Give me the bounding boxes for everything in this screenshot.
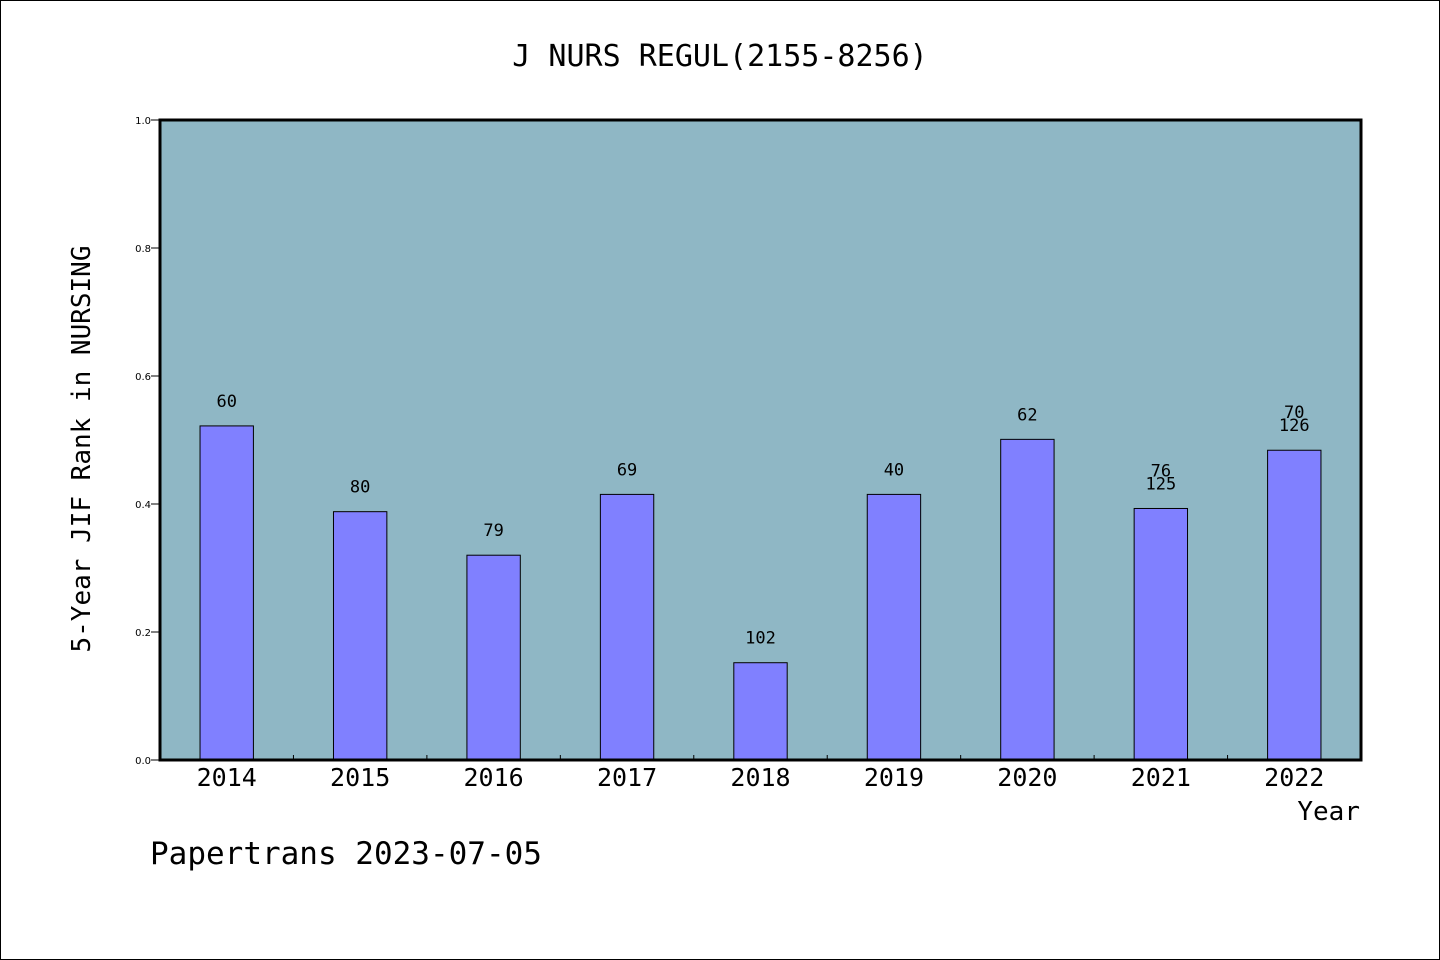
y-axis-label: 5-Year JIF Rank in NURSING — [67, 246, 97, 653]
y-tick-label: 0.0 — [135, 756, 151, 767]
x-tick-label-2020: 2020 — [997, 763, 1057, 792]
x-tick-label-2018: 2018 — [730, 763, 790, 792]
y-tick-label: 0.2 — [135, 628, 151, 639]
x-tick-label-2021: 2021 — [1131, 763, 1191, 792]
data-label-2021-2: 125 — [1145, 474, 1176, 494]
watermark-text: Papertrans 2023-07-05 — [150, 836, 542, 872]
x-tick-label-2016: 2016 — [464, 763, 524, 792]
data-label-2014: 60 — [216, 392, 236, 412]
x-axis: 2014 2015 2016 2017 2018 2019 2020 2021 2022 — [197, 755, 1324, 792]
bar-2020 — [1000, 438, 1055, 761]
bars-group — [199, 425, 1322, 761]
y-tick-label: 0.8 — [135, 244, 151, 255]
bar-2014 — [199, 425, 254, 761]
x-tick-label-2022: 2022 — [1264, 763, 1324, 792]
x-tick-label-2019: 2019 — [864, 763, 924, 792]
y-tick-label: 0.4 — [135, 500, 151, 511]
data-label-2019: 40 — [884, 460, 904, 480]
bar-2017 — [599, 493, 655, 761]
bar-2015 — [332, 511, 388, 761]
chart-title: J NURS REGUL(2155-8256) — [512, 39, 927, 74]
data-label-2020: 62 — [1017, 405, 1037, 425]
x-tick-label-2015: 2015 — [330, 763, 390, 792]
data-label-2015: 80 — [350, 478, 370, 498]
y-tick-label: 1.0 — [135, 116, 151, 127]
data-label-2016: 79 — [483, 521, 503, 541]
bar-2021 — [1133, 507, 1189, 761]
data-label-2018: 102 — [745, 629, 776, 649]
x-tick-label-2014: 2014 — [197, 763, 257, 792]
data-label-2022-2: 126 — [1279, 416, 1310, 436]
bar-2018 — [733, 662, 788, 761]
data-label-2022-1: 70 — [1284, 403, 1304, 423]
y-axis: 0.0 0.2 0.4 0.6 0.8 1.0 — [135, 116, 160, 767]
data-label-2017: 69 — [617, 460, 637, 480]
bar-2022 — [1267, 449, 1322, 761]
x-axis-label: Year — [1297, 797, 1360, 827]
bar-2019 — [866, 493, 922, 761]
plot-border — [158, 118, 1363, 762]
data-label-2021-1: 76 — [1151, 461, 1171, 481]
y-tick-label: 0.6 — [135, 372, 151, 383]
bar-2016 — [466, 554, 521, 761]
x-tick-label-2017: 2017 — [597, 763, 657, 792]
